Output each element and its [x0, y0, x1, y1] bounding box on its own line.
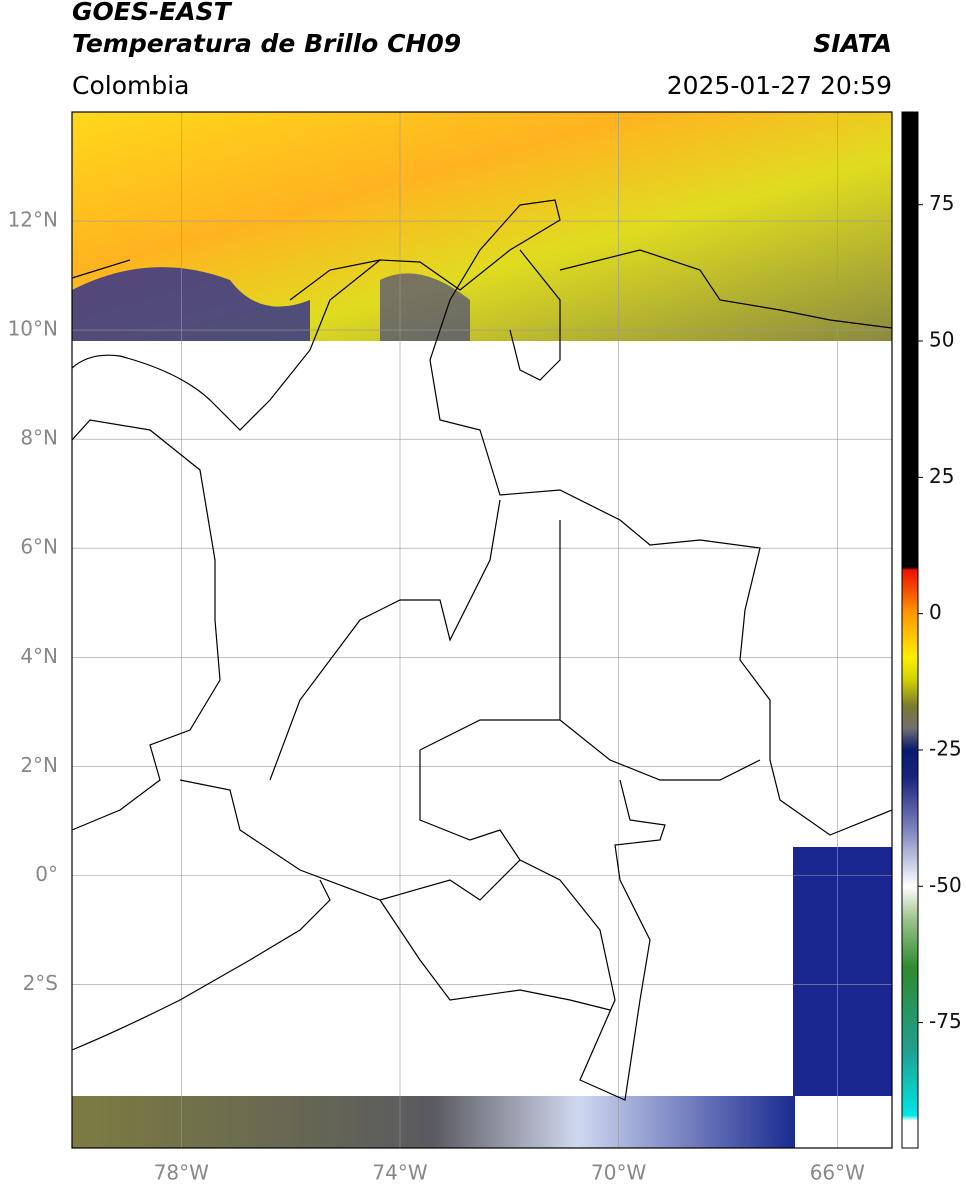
region: Colombia	[72, 71, 189, 100]
colorbar-tick-label: -25	[929, 736, 962, 760]
y-tick-label: 2°N	[20, 753, 58, 777]
x-tick-label: 66°W	[810, 1161, 865, 1185]
coastline	[71, 249, 893, 381]
title: GOES-EAST	[72, 0, 233, 26]
subtitle: Temperatura de Brillo CH09	[72, 29, 461, 58]
y-tick-label: 0°	[35, 862, 58, 886]
satellite-image	[72, 1096, 795, 1148]
admin-borders	[71, 199, 893, 1101]
colorbar	[901, 111, 919, 1149]
map-area	[71, 111, 893, 1149]
x-tick-label: 70°W	[591, 1161, 646, 1185]
y-tick-label: 4°N	[20, 644, 58, 668]
y-tick-label: 6°N	[20, 535, 58, 559]
y-tick-label: 10°N	[8, 317, 58, 341]
cloud-patch	[72, 267, 310, 341]
colorbar-tick-label: -50	[929, 873, 962, 897]
colorbar-tick-label: 0	[929, 600, 942, 624]
satellite-image	[793, 847, 892, 1096]
colorbar-tick-label: -75	[929, 1009, 962, 1033]
y-tick-label: 2°S	[23, 971, 58, 995]
y-tick-label: 12°N	[8, 208, 58, 232]
map-frame	[71, 111, 893, 1149]
source: SIATA	[813, 29, 892, 58]
colorbar-tick-label: 50	[929, 328, 954, 352]
cloud-patch	[380, 273, 470, 341]
colorbar-tick-label: 75	[929, 191, 954, 215]
timestamp: 2025-01-27 20:59	[667, 71, 892, 100]
y-tick-label: 8°N	[20, 426, 58, 450]
x-tick-label: 74°W	[372, 1161, 427, 1185]
x-tick-label: 78°W	[154, 1161, 209, 1185]
colorbar-tick-label: 25	[929, 464, 954, 488]
